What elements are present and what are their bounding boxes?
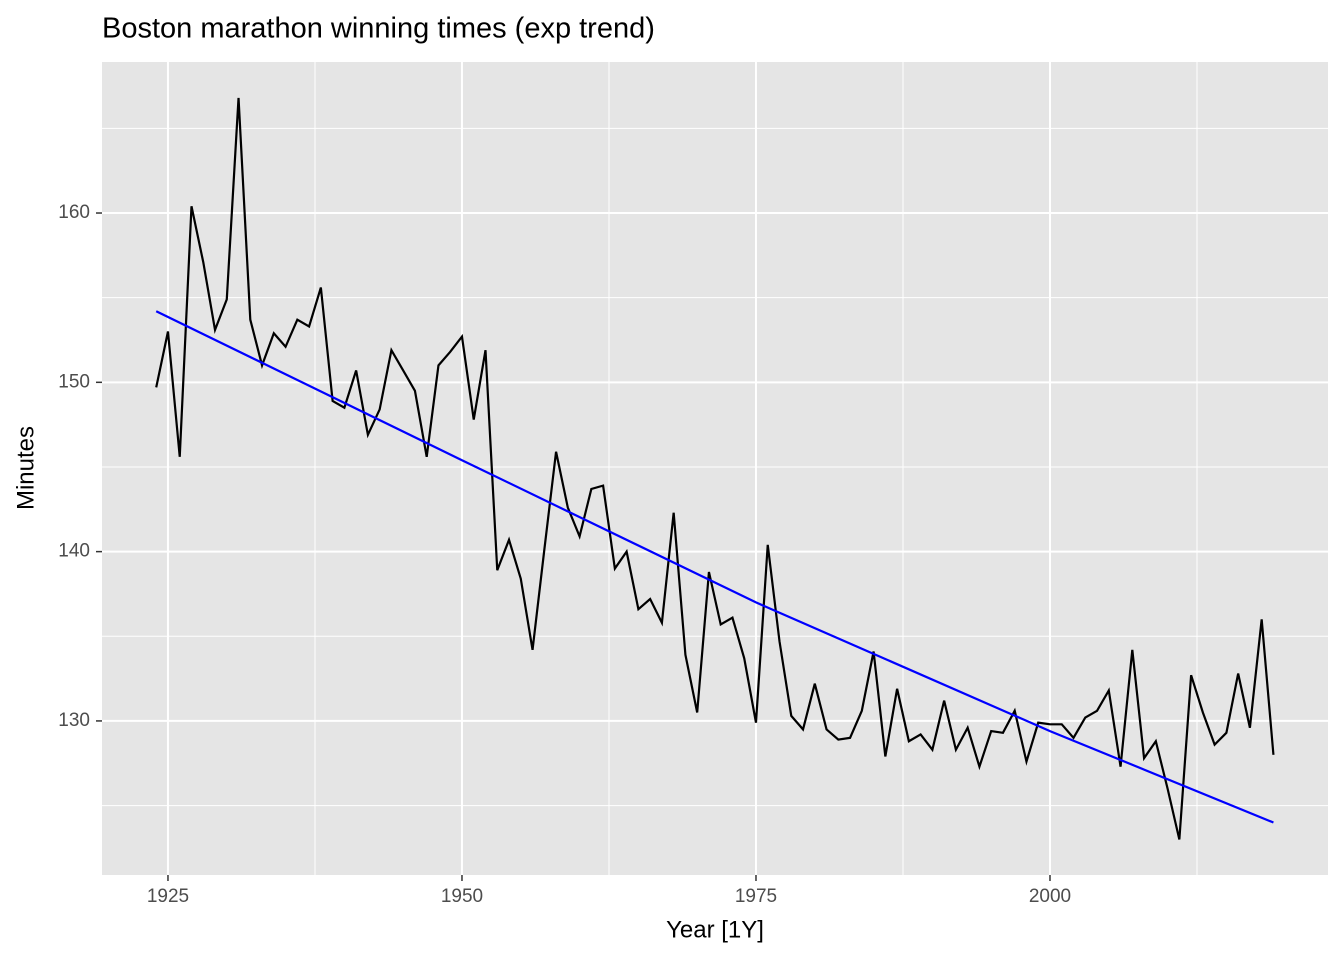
y-tick-label: 160 [58, 202, 90, 223]
y-tick-label: 150 [58, 371, 90, 392]
y-axis-title: Minutes [12, 426, 39, 510]
series-line [155, 310, 1274, 824]
chart-title: Boston marathon winning times (exp trend… [102, 13, 655, 45]
x-axis-title: Year [1Y] [666, 916, 764, 943]
series-line [155, 97, 1275, 840]
x-tick-label: 2000 [1029, 886, 1071, 907]
y-tick-label: 130 [58, 710, 90, 731]
y-tick-label: 140 [58, 541, 90, 562]
x-tick-label: 1925 [147, 886, 189, 907]
x-tick-label: 1975 [735, 886, 777, 907]
x-tick-label: 1950 [441, 886, 483, 907]
